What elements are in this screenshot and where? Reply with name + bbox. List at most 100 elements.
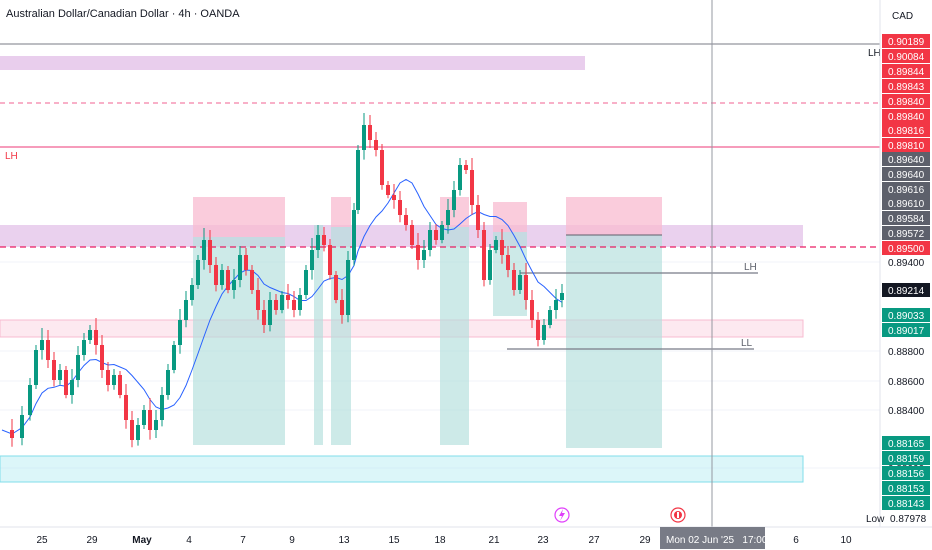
candle-body xyxy=(362,125,366,150)
candle-body xyxy=(52,360,56,380)
price-tag-label: 0.89640 xyxy=(888,170,925,181)
candle-body xyxy=(118,375,122,395)
time-axis-label: 27 xyxy=(588,535,600,546)
time-axis-label: 18 xyxy=(434,535,446,546)
candle-body xyxy=(58,370,62,380)
candle-body xyxy=(244,255,248,270)
time-axis-label: 23 xyxy=(537,535,549,546)
position-target-4[interactable] xyxy=(440,227,469,445)
price-tag-label: 0.88156 xyxy=(888,469,925,480)
position-target-5[interactable] xyxy=(493,232,527,316)
price-tick-label: 0.89400 xyxy=(888,258,925,269)
time-axis-label: 29 xyxy=(86,535,98,546)
price-tag: 0.90084 xyxy=(882,49,930,63)
price-tag: 0.89844 xyxy=(882,64,930,78)
candle-body xyxy=(316,235,320,250)
price-tag: 0.90189 xyxy=(882,34,930,48)
price-tag: 0.88159 xyxy=(882,451,930,465)
candle-body xyxy=(328,245,332,275)
candle-body xyxy=(530,300,534,320)
economic-event-icon[interactable] xyxy=(670,507,686,523)
candle-body xyxy=(262,310,266,325)
candle-body xyxy=(214,265,218,285)
candle-body xyxy=(232,280,236,290)
time-axis-label: 29 xyxy=(639,535,651,546)
candle-body xyxy=(398,200,402,215)
dividend-event-icon[interactable] xyxy=(554,507,570,523)
candle-body xyxy=(106,370,110,385)
candle-body xyxy=(226,270,230,290)
price-tag-label: 0.89840 xyxy=(888,97,925,108)
candle-body xyxy=(64,370,68,395)
candle-body xyxy=(202,240,206,260)
candle-body xyxy=(374,140,378,150)
low-label: Low xyxy=(866,514,885,525)
currency-label: CAD xyxy=(892,11,913,22)
candle-body xyxy=(130,420,134,440)
candle-body xyxy=(238,255,242,280)
position-stop-1[interactable] xyxy=(193,197,285,237)
position-target-2[interactable] xyxy=(314,225,323,445)
position-target-6[interactable] xyxy=(566,235,662,448)
candle-body xyxy=(476,205,480,230)
candle-body xyxy=(94,330,98,345)
candle-body xyxy=(280,295,284,310)
candle-body xyxy=(560,293,564,300)
price-tag-label: 0.89843 xyxy=(888,82,925,93)
candle-body xyxy=(190,285,194,300)
candle-body xyxy=(446,210,450,225)
price-tag: 0.88153 xyxy=(882,481,930,495)
price-tag-label: 0.88153 xyxy=(888,484,925,495)
candle-body xyxy=(488,250,492,280)
candle-body xyxy=(70,380,74,395)
candle-body xyxy=(322,235,326,245)
candle-body xyxy=(88,330,92,340)
candle-body xyxy=(298,295,302,310)
position-stop-5[interactable] xyxy=(493,202,527,232)
candle-body xyxy=(482,230,486,280)
price-tag: 0.89840 xyxy=(882,109,930,123)
candle-body xyxy=(142,410,146,425)
candle-body xyxy=(100,345,104,370)
price-tag: 0.89810 xyxy=(882,138,930,152)
crosshair-time-tag: Mon 02 Jun '25 17:00 xyxy=(666,535,768,546)
candle-body xyxy=(464,165,468,170)
candles xyxy=(10,113,564,448)
resistance-zone-mid[interactable] xyxy=(0,225,803,247)
candle-body xyxy=(512,270,516,290)
crosshair-time-tag-bg xyxy=(660,527,765,549)
time-axis-label: 21 xyxy=(488,535,500,546)
zones xyxy=(0,56,804,483)
candle-body xyxy=(256,290,260,310)
symbol-title[interactable]: Australian Dollar/Canadian Dollar · 4h ·… xyxy=(6,8,240,20)
demand-zone[interactable] xyxy=(0,319,804,338)
price-tag: 0.89610 xyxy=(882,196,930,210)
position-stop-3[interactable] xyxy=(331,197,351,227)
price-tag: 0.89033 xyxy=(882,308,930,322)
price-tag: 0.89584 xyxy=(882,211,930,225)
price-axis-tags: 0.90189 0.90084 0.89844 0.89843 0.89840 0.898… xyxy=(882,34,930,510)
candle-body xyxy=(416,245,420,260)
candle-body xyxy=(352,210,356,260)
candle-body xyxy=(494,240,498,250)
candle-body xyxy=(154,420,158,430)
candle-body xyxy=(34,350,38,385)
resistance-zone-top[interactable] xyxy=(0,56,585,70)
price-tag: 0.89816 xyxy=(882,123,930,137)
label-lh-mid: LH xyxy=(744,262,757,273)
candle-body xyxy=(452,190,456,210)
candle-body xyxy=(500,240,504,255)
time-axis-label: May xyxy=(132,535,152,546)
position-stop-6[interactable] xyxy=(566,197,662,235)
price-tag-label: 0.89840 xyxy=(888,112,925,123)
support-zone-bottom[interactable] xyxy=(0,455,804,483)
candle-body xyxy=(286,295,290,300)
price-tag: 0.88143 xyxy=(882,496,930,510)
price-tag-label: 0.89610 xyxy=(888,199,925,210)
candle-body xyxy=(220,270,224,285)
price-tag-label: 0.89017 xyxy=(888,326,925,337)
candle-body xyxy=(40,340,44,350)
price-tag: 0.89640 xyxy=(882,167,930,181)
price-tag-label: 0.89810 xyxy=(888,141,925,152)
